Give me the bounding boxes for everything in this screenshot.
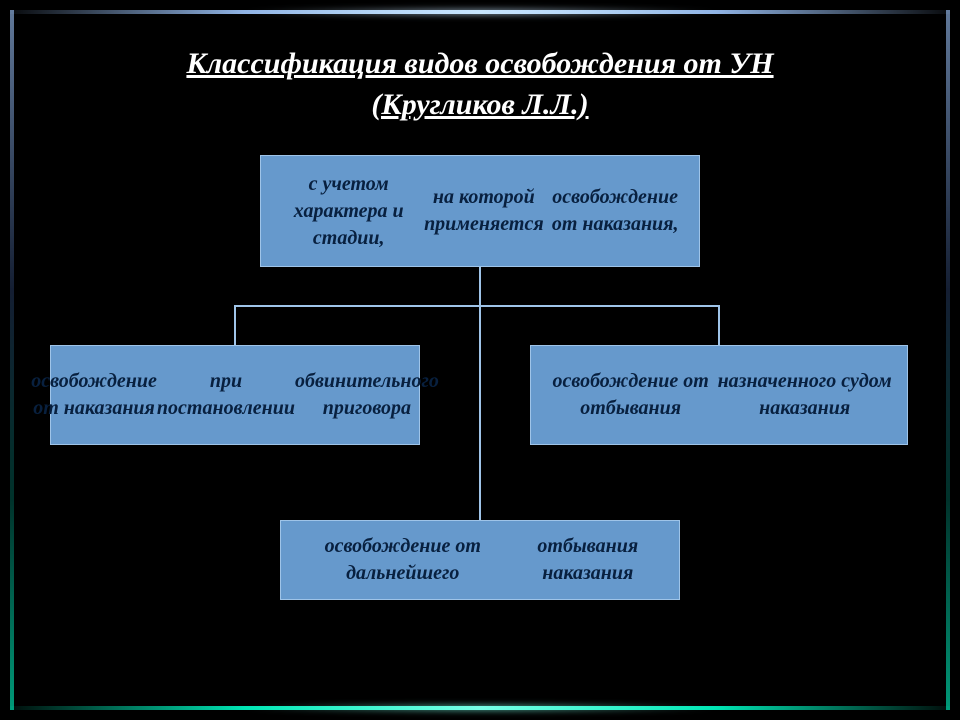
title-line-1: Классификация видов освобождения от УН [0, 44, 960, 85]
connector-segment [234, 306, 236, 345]
node-bottom: освобождение от дальнейшегоотбывания нак… [280, 520, 680, 600]
slide-title: Классификация видов освобождения от УН (… [0, 44, 960, 125]
title-line-2: (Кругликов Л.Л.) [0, 85, 960, 126]
node-left: освобождение от наказанияпри постановлен… [50, 345, 420, 445]
connector-segment [718, 306, 720, 345]
node-root: с учетом характера и стадии,на которой п… [260, 155, 700, 267]
connector-segment [479, 305, 720, 307]
node-right: освобождение от отбыванияназначенного су… [530, 345, 908, 445]
connector-segment [234, 305, 481, 307]
